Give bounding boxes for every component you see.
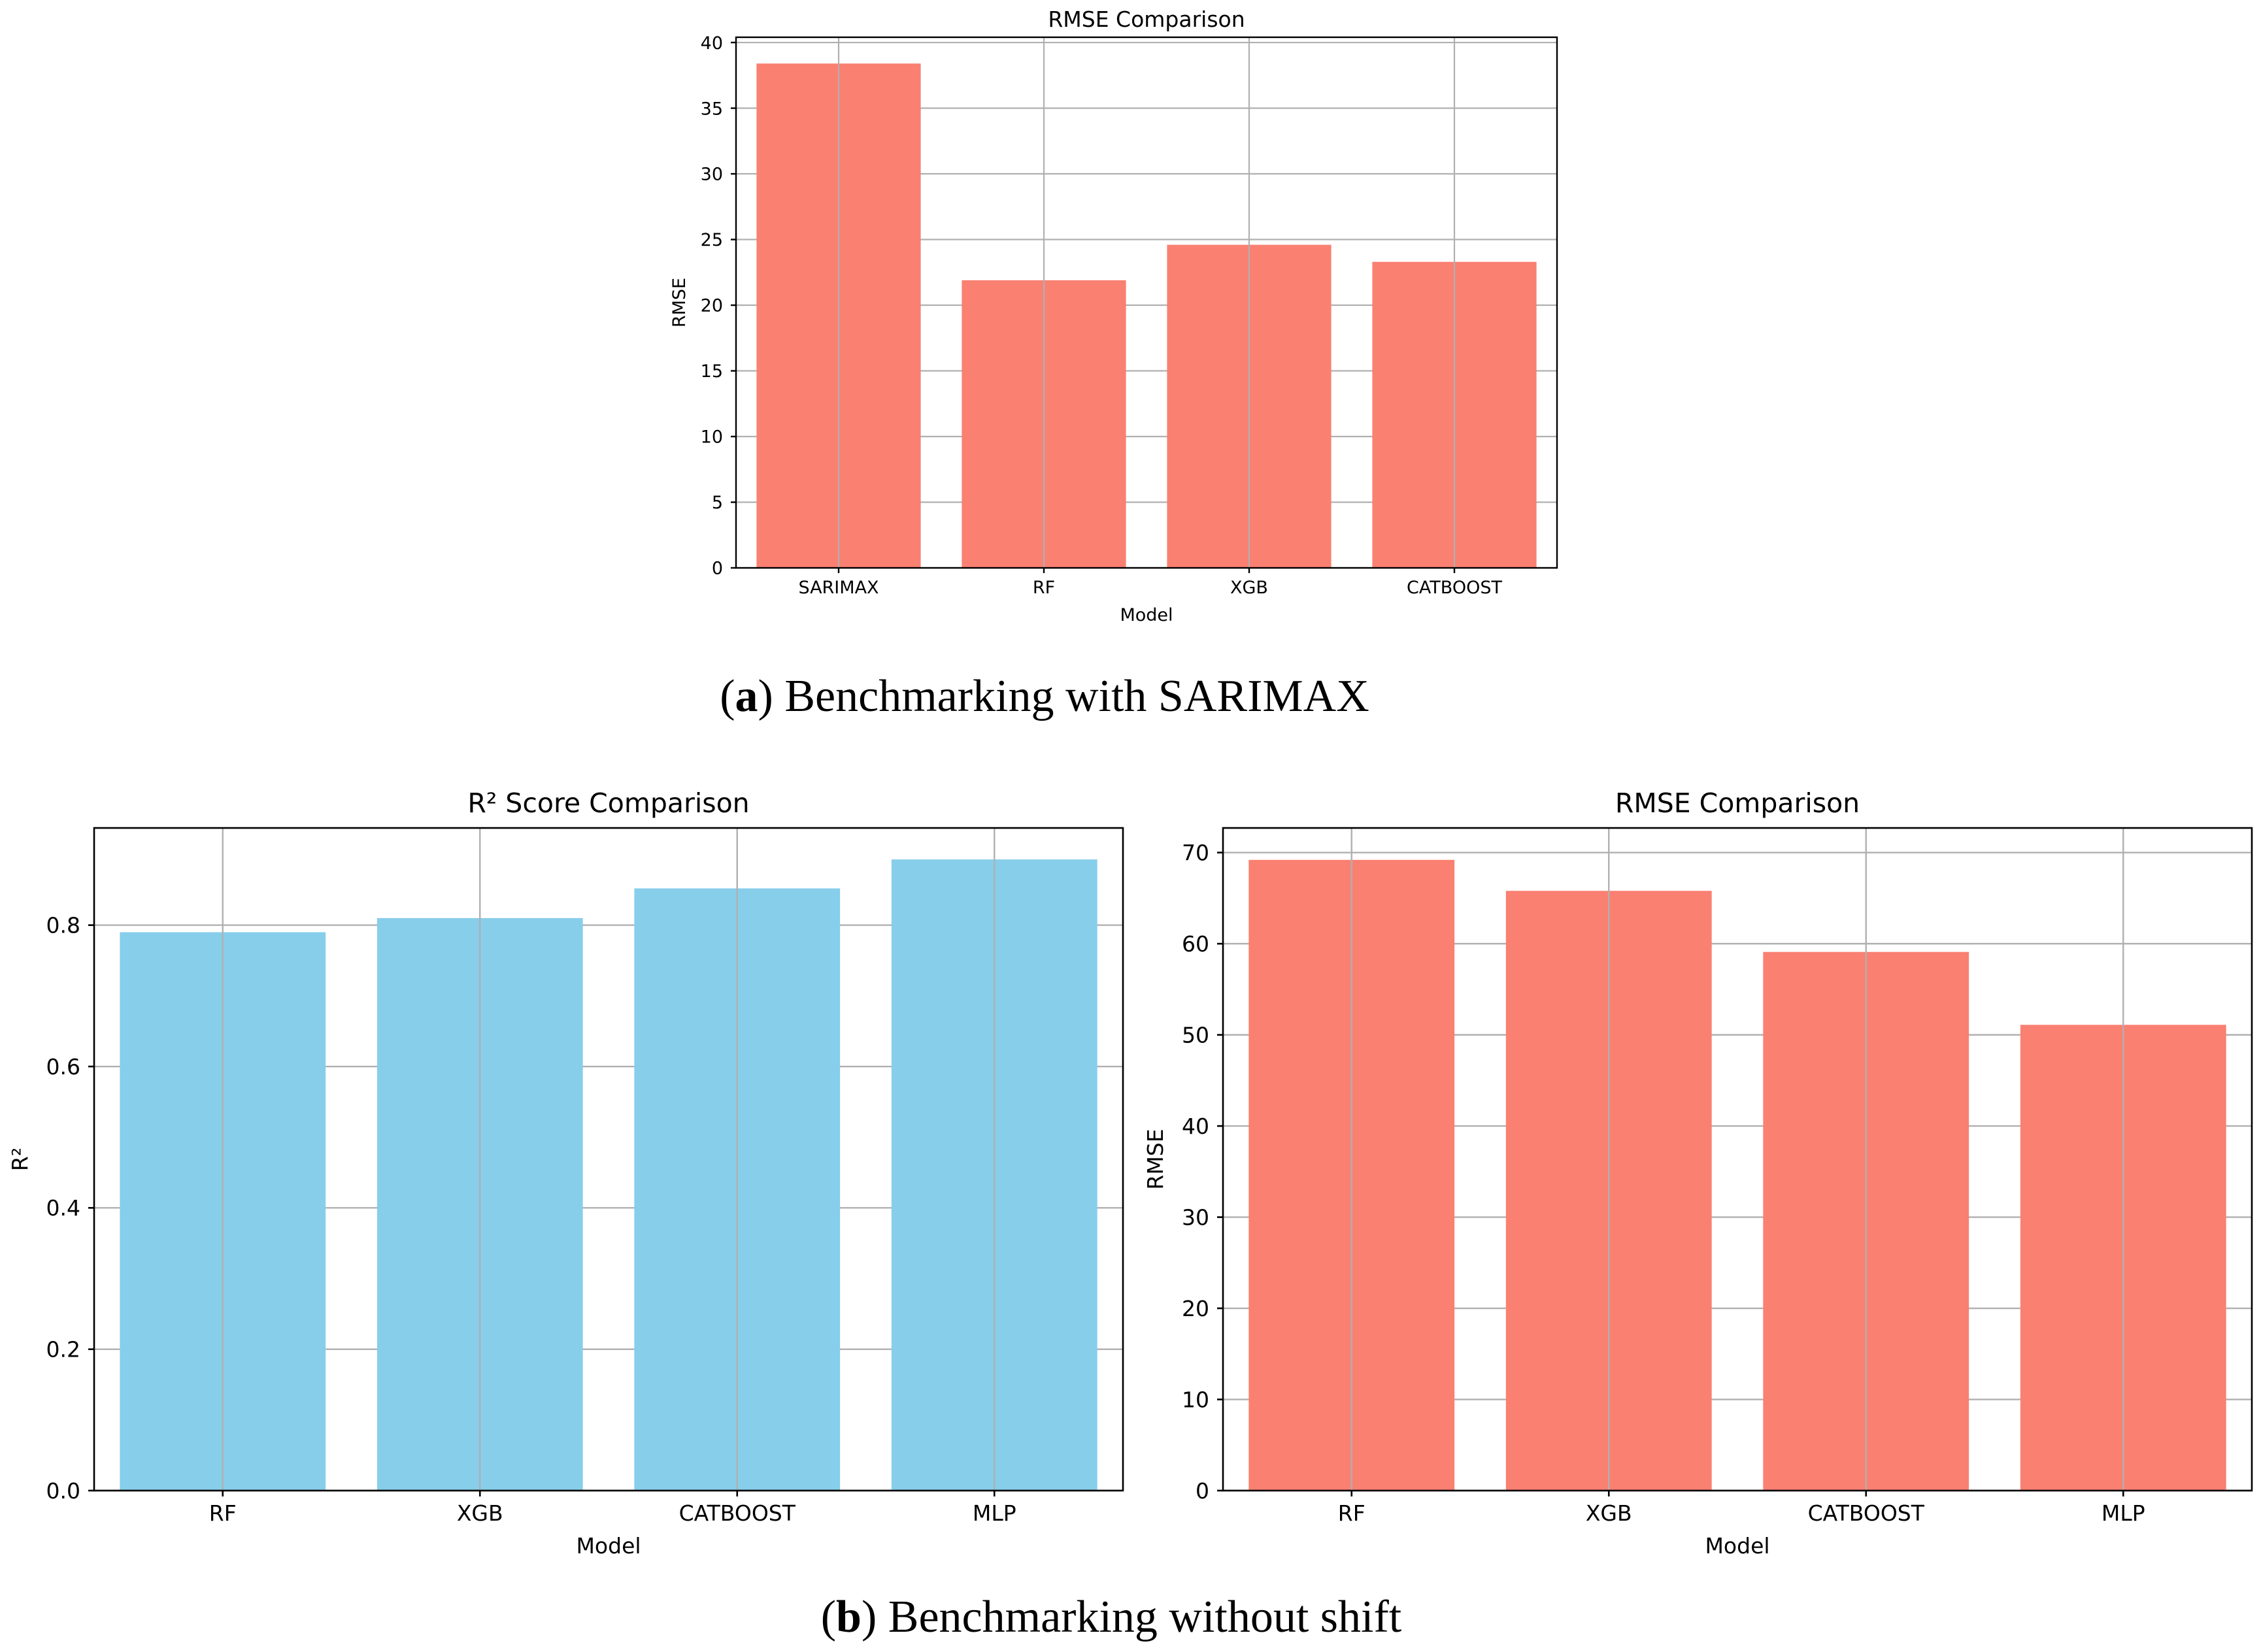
y-tick-label: 30 xyxy=(1182,1204,1209,1230)
x-tick-label: RF xyxy=(1033,578,1055,598)
x-tick-label: MLP xyxy=(2102,1500,2145,1526)
caption-b-text: Benchmarking without shift xyxy=(888,1592,1402,1642)
y-tick-label: 10 xyxy=(1182,1387,1209,1412)
x-tick-label: RF xyxy=(1338,1500,1365,1526)
plot-frame xyxy=(1222,827,2253,1492)
x-tick-label: MLP xyxy=(973,1500,1016,1526)
y-tick-label: 10 xyxy=(701,427,723,448)
caption-a-text: Benchmarking with SARIMAX xyxy=(784,671,1369,721)
chart-title: R² Score Comparison xyxy=(467,787,749,819)
x-tick-label: XGB xyxy=(1586,1500,1632,1526)
x-tick-label: CATBOOST xyxy=(1407,578,1502,598)
y-tick-label: 0.0 xyxy=(46,1478,80,1504)
plot-frame xyxy=(93,827,1124,1492)
y-tick-label: 50 xyxy=(1182,1022,1209,1048)
caption-b: (b) Benchmarking without shift xyxy=(821,1592,1402,1642)
y-tick-label: 60 xyxy=(1182,931,1209,957)
y-tick-label: 0 xyxy=(1196,1478,1209,1504)
y-tick-label: 25 xyxy=(701,230,723,250)
caption-a-label: a xyxy=(735,671,758,721)
y-tick-label: 15 xyxy=(701,361,723,382)
y-tick-label: 5 xyxy=(712,493,723,513)
chart-rmse-sarimax: 0 5 10 15 20 25 30 35 40 SARIMAX RF XGB CATBOOST RMSE… xyxy=(669,7,1558,625)
y-tick-label: 20 xyxy=(701,296,723,316)
y-tick-label: 30 xyxy=(701,165,723,185)
x-tick-label: SARIMAX xyxy=(798,578,879,598)
x-tick-label: CATBOOST xyxy=(679,1500,796,1526)
y-tick-label: 0.8 xyxy=(46,913,80,938)
y-tick-label: 0 xyxy=(712,559,723,579)
y-tick-label: 0.4 xyxy=(46,1195,80,1221)
x-tick-label: XGB xyxy=(457,1500,503,1526)
caption-b-label: b xyxy=(836,1592,862,1642)
y-axis-title: R² xyxy=(7,1148,33,1171)
chart-title: RMSE Comparison xyxy=(1615,787,1860,819)
y-tick-label: 0.2 xyxy=(46,1337,80,1363)
caption-a: (a) Benchmarking with SARIMAX xyxy=(720,671,1369,721)
y-tick-label: 40 xyxy=(701,33,723,54)
y-tick-label: 0.6 xyxy=(46,1054,80,1080)
chart-r2-no-shift: 0.0 0.2 0.4 0.6 0.8 RF XGB CATBOOST MLP R² Score … xyxy=(7,787,1124,1559)
y-tick-label: 70 xyxy=(1182,840,1209,866)
x-tick-label: CATBOOST xyxy=(1808,1500,1925,1526)
plot-frame xyxy=(735,36,1558,569)
x-axis-title: Model xyxy=(1705,1533,1769,1559)
y-tick-label: 35 xyxy=(701,99,723,119)
chart-title: RMSE Comparison xyxy=(1048,7,1245,32)
x-tick-label: XGB xyxy=(1230,578,1268,598)
y-tick-label: 20 xyxy=(1182,1296,1209,1321)
x-axis-title: Model xyxy=(1120,605,1173,625)
x-axis-title: Model xyxy=(576,1533,641,1559)
y-axis-title: RMSE xyxy=(669,278,690,327)
y-tick-label: 40 xyxy=(1182,1114,1209,1139)
y-axis-title: RMSE xyxy=(1143,1129,1168,1189)
chart-rmse-no-shift: 0 10 20 30 40 50 60 70 RF XGB CATBOOST MLP RMSE Comp… xyxy=(1143,787,2253,1559)
x-tick-label: RF xyxy=(209,1500,237,1526)
